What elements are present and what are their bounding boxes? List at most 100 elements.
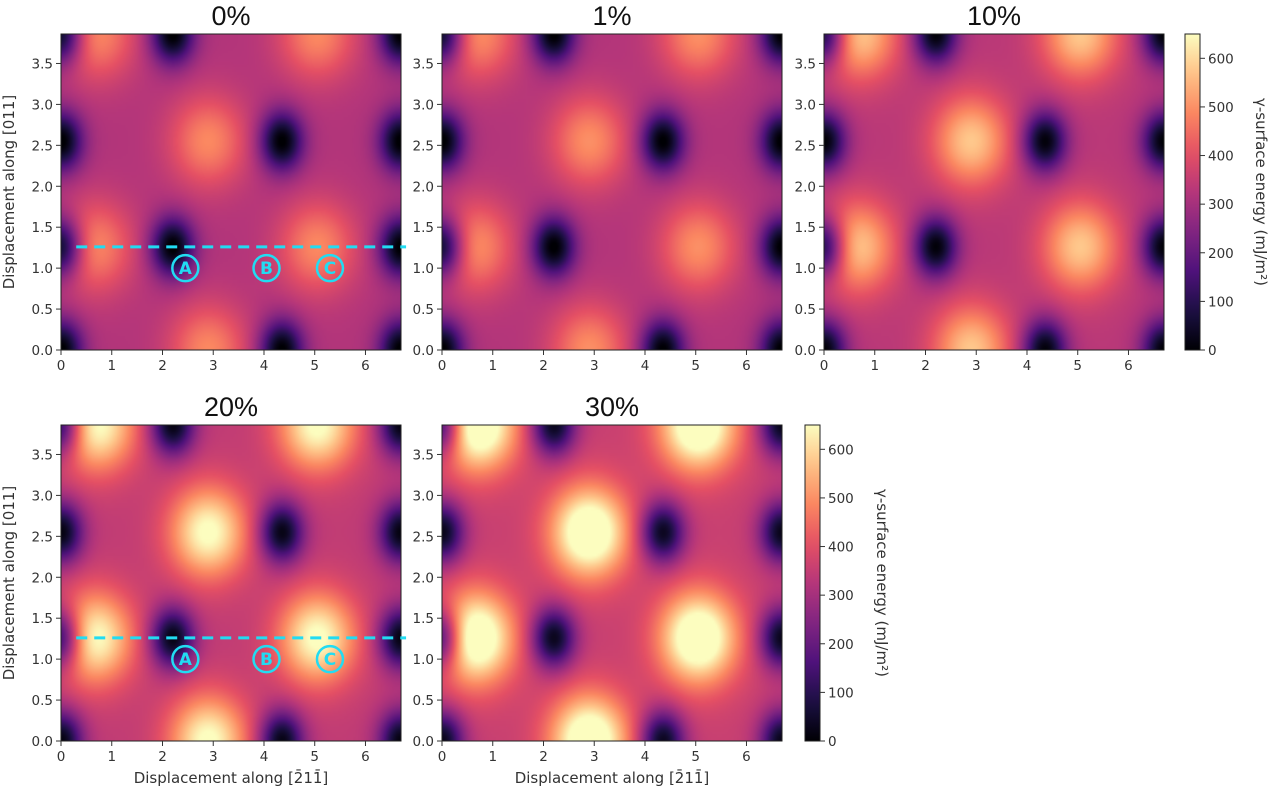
x-tick-label: 5: [310, 749, 319, 765]
x-tick-label: 4: [641, 358, 650, 374]
colorbar-1: 0 100 200 300 400 500 600 γ-surface energy (mJ/…: [804, 424, 891, 750]
marker-a-label: A: [179, 259, 193, 279]
x-tick-label: 6: [361, 749, 370, 765]
x-tick-label: 2: [539, 358, 548, 374]
plot-frame: [823, 33, 1165, 351]
y-tick-label: 2.0: [32, 570, 53, 586]
panel-title: 30%: [585, 392, 639, 422]
y-tick-label: 0.5: [32, 693, 53, 709]
x-tick-label: 4: [1023, 358, 1032, 374]
x-tick-label: 3: [590, 358, 599, 374]
colorbar-0: 0 100 200 300 400 500 600 γ-surface energy (mJ/…: [1184, 33, 1270, 359]
y-tick-label: 2.5: [413, 138, 434, 154]
colorbar-tick-label: 500: [1208, 100, 1234, 116]
y-tick-label: 3.5: [413, 56, 434, 72]
panel-title: 1%: [592, 1, 631, 31]
colorbar-label: γ-surface energy (mJ/m²): [873, 489, 891, 677]
y-tick-label: 1.0: [413, 261, 434, 277]
x-tick-label: 4: [260, 749, 269, 765]
panel-title: 0%: [211, 1, 250, 31]
colorbar-gradient: [804, 424, 821, 742]
y-tick-label: 0.0: [413, 734, 434, 750]
y-tick-label: 1.0: [795, 261, 816, 277]
panel-4: 30% 0 1 2 3 4 5 6 0.0 0.5 1.0 1.5 2.0 2.5 3.0 3.5 Displa…: [413, 392, 783, 787]
x-tick-label: 6: [361, 358, 370, 374]
x-tick-label: 2: [539, 749, 548, 765]
x-tick-label: 3: [590, 749, 599, 765]
x-tick-label: 4: [260, 358, 269, 374]
marker-b-label: B: [260, 259, 273, 279]
y-axis-label: Displacement along [011]: [0, 486, 18, 681]
x-tick-label: 3: [209, 358, 218, 374]
heatmap-image: [61, 34, 401, 350]
x-tick-label: 1: [870, 358, 879, 374]
x-tick-label: 0: [57, 358, 66, 374]
y-tick-label: 1.0: [32, 261, 53, 277]
y-tick-label: 3.0: [32, 488, 53, 504]
x-tick-label: 0: [57, 749, 66, 765]
y-tick-label: 2.5: [413, 529, 434, 545]
x-tick-label: 2: [158, 358, 167, 374]
x-tick-label: 1: [488, 749, 497, 765]
x-tick-label: 6: [742, 749, 751, 765]
x-tick-label: 5: [691, 358, 700, 374]
y-tick-label: 0.0: [413, 343, 434, 359]
x-tick-label: 1: [107, 749, 116, 765]
plot-frame: [441, 33, 783, 351]
colorbar-tick-label: 200: [828, 637, 854, 653]
colorbar-tick-label: 300: [1208, 197, 1234, 213]
y-tick-label: 1.5: [413, 611, 434, 627]
colorbar-tick-label: 0: [1208, 343, 1217, 359]
colorbar-tick-label: 0: [828, 734, 837, 750]
y-tick-label: 3.0: [413, 488, 434, 504]
colorbar-tick-label: 400: [1208, 149, 1234, 165]
panel-1: 1% 0 1 2 3 4 5 6 0.0 0.5 1.0 1.5 2.0 2.5 3.0 3.5: [413, 1, 783, 374]
x-tick-label: 2: [158, 749, 167, 765]
y-tick-label: 2.5: [32, 529, 53, 545]
panel-0: 0% 0 1 2 3 4 5 6 0.0 0.5 1.0 1.5 2.0 2.5 3.0 3.5 Displac…: [0, 1, 407, 374]
colorbar-tick-label: 400: [828, 540, 854, 556]
y-tick-label: 0.0: [32, 343, 53, 359]
x-tick-label: 1: [107, 358, 116, 374]
colorbar-tick-label: 600: [1208, 51, 1234, 67]
x-axis-label: Displacement along [2̄11̄]: [134, 768, 329, 787]
x-tick-label: 1: [488, 358, 497, 374]
y-tick-label: 3.0: [413, 97, 434, 113]
plot-frame: [441, 424, 783, 742]
y-tick-label: 1.5: [795, 220, 816, 236]
x-tick-label: 5: [1073, 358, 1082, 374]
y-tick-label: 0.5: [413, 302, 434, 318]
y-tick-label: 2.0: [32, 179, 53, 195]
x-tick-label: 2: [921, 358, 930, 374]
marker-c-circle: [315, 253, 345, 283]
y-tick-label: 2.0: [413, 179, 434, 195]
x-tick-label: 6: [1124, 358, 1133, 374]
x-tick-label: 0: [438, 358, 447, 374]
marker-c-label: C: [324, 650, 336, 670]
y-axis-label: Displacement along [011]: [0, 95, 18, 290]
panel-2: 10% 0 1 2 3 4 5 6 0.0 0.5 1.0 1.5 2.0 2.5 3.0 3.5: [795, 1, 1165, 374]
marker-b-circle: [252, 253, 281, 283]
x-tick-label: 6: [742, 358, 751, 374]
colorbar-tick-label: 100: [1208, 294, 1234, 310]
y-tick-label: 1.5: [413, 220, 434, 236]
marker-b-circle: [252, 644, 281, 674]
y-tick-label: 2.0: [795, 179, 816, 195]
heatmap-image: [442, 34, 782, 350]
y-tick-label: 0.5: [413, 693, 434, 709]
y-tick-label: 3.5: [413, 447, 434, 463]
y-tick-label: 0.0: [32, 734, 53, 750]
y-tick-label: 0.5: [32, 302, 53, 318]
marker-a-circle: [171, 253, 200, 283]
y-tick-label: 2.0: [413, 570, 434, 586]
y-tick-label: 3.5: [32, 56, 53, 72]
colorbar-tick-label: 200: [1208, 246, 1234, 262]
x-tick-label: 0: [820, 358, 829, 374]
x-tick-label: 4: [641, 749, 650, 765]
y-tick-label: 3.0: [32, 97, 53, 113]
y-tick-label: 0.5: [795, 302, 816, 318]
plot-frame: [60, 424, 402, 742]
y-tick-label: 3.0: [795, 97, 816, 113]
plot-frame: [60, 33, 402, 351]
